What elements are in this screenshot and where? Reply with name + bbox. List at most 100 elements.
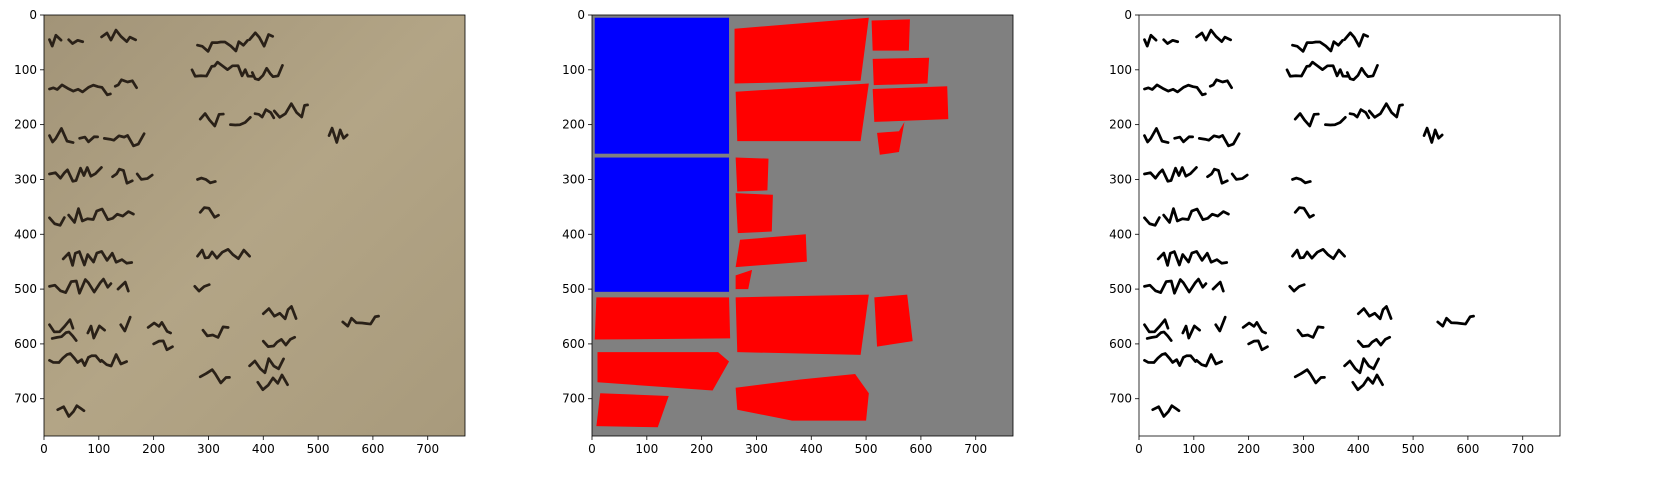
ink-stroke — [1348, 108, 1371, 120]
ink-stroke — [67, 38, 85, 45]
ink-stroke — [50, 330, 78, 342]
x-tick-label: 400 — [800, 442, 823, 456]
x-tick-label: 600 — [909, 442, 932, 456]
y-tick-label: 700 — [1109, 392, 1132, 406]
ink-stroke — [248, 357, 285, 375]
y-tick-label: 600 — [562, 337, 585, 351]
ink-stroke — [1351, 373, 1384, 392]
y-tick-label: 300 — [562, 172, 585, 186]
y-tick-label: 600 — [1109, 337, 1132, 351]
x-tick-label: 200 — [690, 442, 713, 456]
y-tick-label: 400 — [1109, 227, 1132, 241]
ink-stroke — [1324, 115, 1347, 127]
ink-stroke — [198, 112, 225, 128]
ink-stroke — [78, 135, 99, 144]
ink-stroke — [48, 216, 66, 227]
ink-stroke — [341, 314, 380, 328]
ink-stroke — [1143, 83, 1207, 97]
y-tick-label: 200 — [1109, 118, 1132, 132]
red-region — [735, 374, 869, 421]
ink-stroke — [327, 126, 349, 144]
blue-region — [594, 157, 730, 292]
y-tick-label: 300 — [1109, 172, 1132, 186]
ink-stroke — [272, 102, 309, 119]
ink-stroke — [196, 176, 217, 185]
x-tick-label: 100 — [635, 442, 658, 456]
ink-stroke — [1151, 404, 1181, 418]
ink-stroke — [250, 64, 284, 82]
ink-stroke — [1162, 38, 1180, 45]
x-tick-label: 300 — [197, 442, 220, 456]
red-region — [734, 17, 869, 84]
x-tick-label: 500 — [307, 442, 330, 456]
ink-stroke — [1143, 277, 1208, 295]
ink-stroke — [190, 60, 255, 78]
red-region — [735, 157, 769, 192]
segmentation-mask — [592, 15, 1014, 437]
ink-stroke — [1291, 176, 1312, 185]
y-tick-label: 0 — [577, 8, 585, 22]
ink-stroke — [100, 28, 138, 44]
ink-stroke — [1181, 324, 1201, 340]
ink-stroke — [1156, 250, 1229, 267]
red-region — [735, 294, 869, 355]
ink-stroke — [1288, 283, 1306, 293]
ink-stroke — [1143, 216, 1161, 227]
ink-stroke — [1296, 325, 1325, 339]
red-region — [871, 19, 910, 51]
ink-stroke — [152, 339, 174, 352]
red-region — [735, 269, 753, 290]
ink-stroke — [86, 324, 106, 340]
y-tick-label: 700 — [562, 392, 585, 406]
ink-stroke — [102, 132, 146, 148]
ink-stroke — [1211, 280, 1225, 293]
ink-stroke — [1291, 39, 1344, 53]
ink-stroke — [48, 83, 112, 97]
ink-stroke — [1291, 247, 1346, 261]
ink-stroke — [261, 335, 297, 348]
y-tick-label: 500 — [14, 282, 37, 296]
x-tick-label: 0 — [40, 442, 48, 456]
original-image — [44, 15, 466, 437]
x-tick-label: 200 — [1237, 442, 1260, 456]
handwriting — [1143, 28, 1475, 418]
y-tick-label: 500 — [1109, 282, 1132, 296]
ink-stroke — [253, 108, 276, 120]
y-tick-label: 100 — [14, 63, 37, 77]
x-tick-label: 300 — [1292, 442, 1315, 456]
ink-stroke — [56, 404, 86, 418]
ink-stroke — [1195, 28, 1233, 44]
ink-stroke — [100, 353, 128, 368]
ink-stroke — [229, 115, 252, 127]
x-tick-label: 0 — [1135, 442, 1143, 456]
x-tick-label: 100 — [87, 442, 110, 456]
parchment — [44, 15, 466, 437]
y-tick-label: 400 — [562, 227, 585, 241]
blue-region — [594, 17, 730, 154]
binarized-image — [1139, 15, 1561, 437]
ink-stroke — [1241, 321, 1268, 335]
ink-stroke — [261, 305, 298, 321]
y-tick-label: 100 — [562, 63, 585, 77]
x-tick-label: 200 — [142, 442, 165, 456]
ink-stroke — [198, 368, 231, 385]
ink-stroke — [1143, 318, 1170, 334]
ink-stroke — [1293, 112, 1320, 128]
x-tick-label: 400 — [1347, 442, 1370, 456]
red-region — [735, 193, 773, 234]
x-tick-label: 0 — [588, 442, 596, 456]
ink-stroke — [48, 33, 63, 48]
ink-stroke — [111, 167, 134, 185]
y-tick-label: 0 — [1124, 8, 1132, 22]
ink-stroke — [48, 318, 75, 334]
ink-stroke — [61, 250, 134, 267]
y-tick-label: 700 — [14, 392, 37, 406]
x-tick-label: 100 — [1182, 442, 1205, 456]
white-background — [1139, 15, 1561, 437]
ink-stroke — [1173, 135, 1194, 144]
y-tick-label: 200 — [562, 118, 585, 132]
axes-frame — [43, 14, 466, 437]
ink-stroke — [1247, 339, 1269, 352]
ink-stroke — [201, 325, 230, 339]
